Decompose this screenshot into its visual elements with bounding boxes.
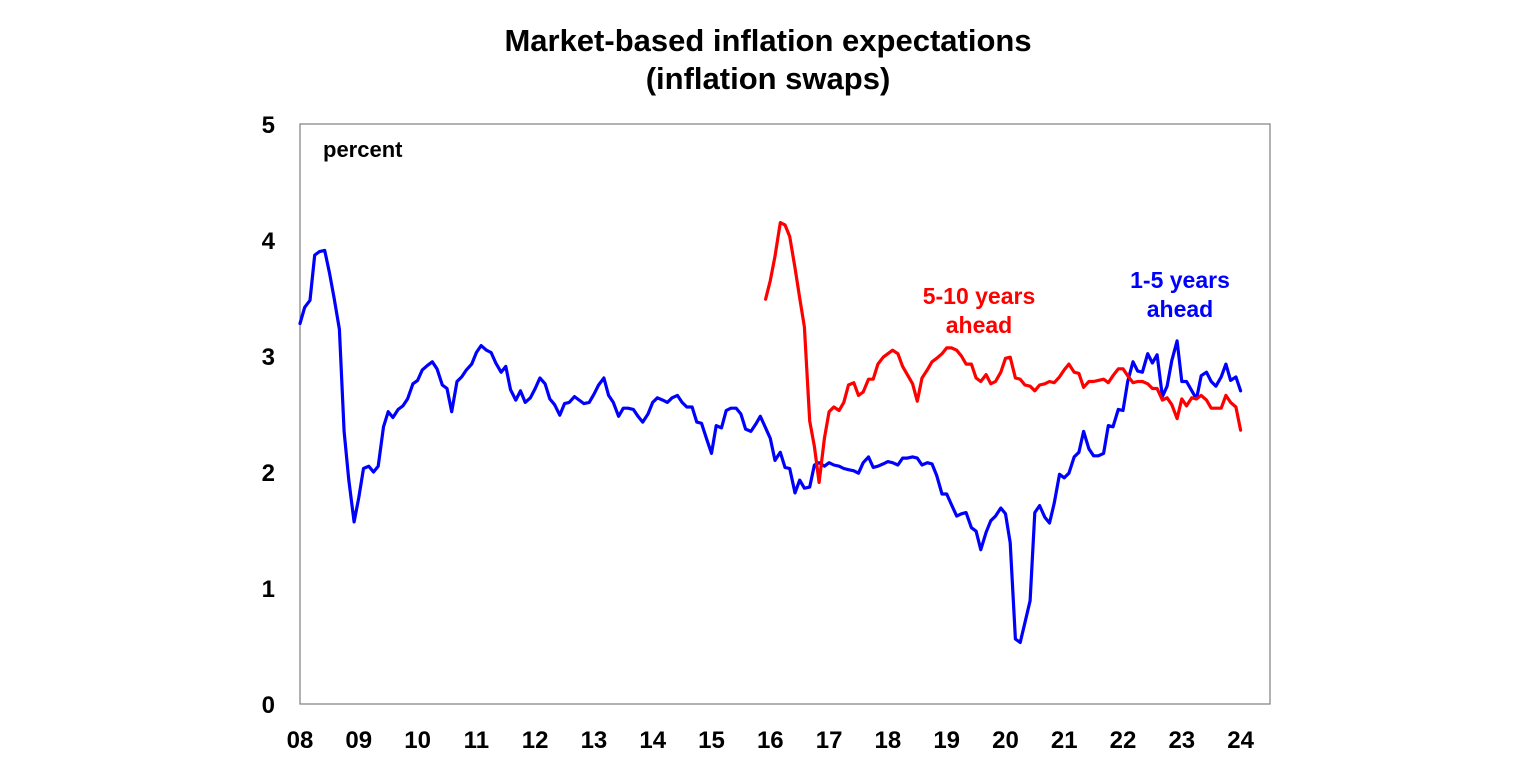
x-axis-ticks: 08 09 10 11 12 13 14 15 16 17 18 19 20 21 22 23 24: [287, 727, 1255, 754]
y-tick-label: 2: [262, 460, 275, 487]
chart-subtitle: (inflation swaps): [645, 61, 891, 96]
x-tick-label: 20: [992, 727, 1019, 754]
x-tick-label: 22: [1110, 727, 1137, 754]
y-tick-label: 0: [262, 692, 275, 719]
x-tick-label: 13: [581, 727, 608, 754]
x-tick-label: 24: [1227, 727, 1254, 754]
series-layer: [298, 221, 1243, 645]
y-axis-ticks: 0 1 2 3 4 5: [262, 112, 276, 719]
x-tick-label: 14: [639, 727, 666, 754]
chart-title: Market-based inflation expectations (inf…: [0, 22, 1536, 98]
x-tick-label: 15: [698, 727, 725, 754]
unit-label: percent: [323, 137, 403, 162]
chart-title-line1: Market-based inflation expectations: [504, 23, 1032, 58]
plot-area-frame: [299, 123, 1271, 705]
x-tick-label: 10: [404, 727, 431, 754]
series-line-1-5-years: [298, 248, 1243, 645]
y-tick-label: 1: [262, 576, 275, 603]
annotation-1-5-years: 1-5 years ahead: [1130, 267, 1230, 322]
x-tick-label: 21: [1051, 727, 1078, 754]
annotations: 5-10 years ahead 1-5 years ahead: [923, 267, 1230, 338]
x-tick-label: 23: [1168, 727, 1195, 754]
x-tick-label: 12: [522, 727, 549, 754]
y-tick-label: 5: [262, 112, 275, 139]
y-tick-label: 4: [262, 228, 276, 255]
annotation-5-10-years: 5-10 years ahead: [923, 283, 1036, 338]
series-line-5-10-years: [763, 221, 1243, 484]
x-tick-label: 18: [875, 727, 902, 754]
x-tick-label: 19: [933, 727, 960, 754]
x-tick-label: 09: [345, 727, 372, 754]
x-tick-label: 17: [816, 727, 843, 754]
x-tick-label: 08: [287, 727, 314, 754]
y-tick-label: 3: [262, 344, 275, 371]
x-tick-label: 11: [464, 727, 489, 754]
x-tick-label: 16: [757, 727, 784, 754]
